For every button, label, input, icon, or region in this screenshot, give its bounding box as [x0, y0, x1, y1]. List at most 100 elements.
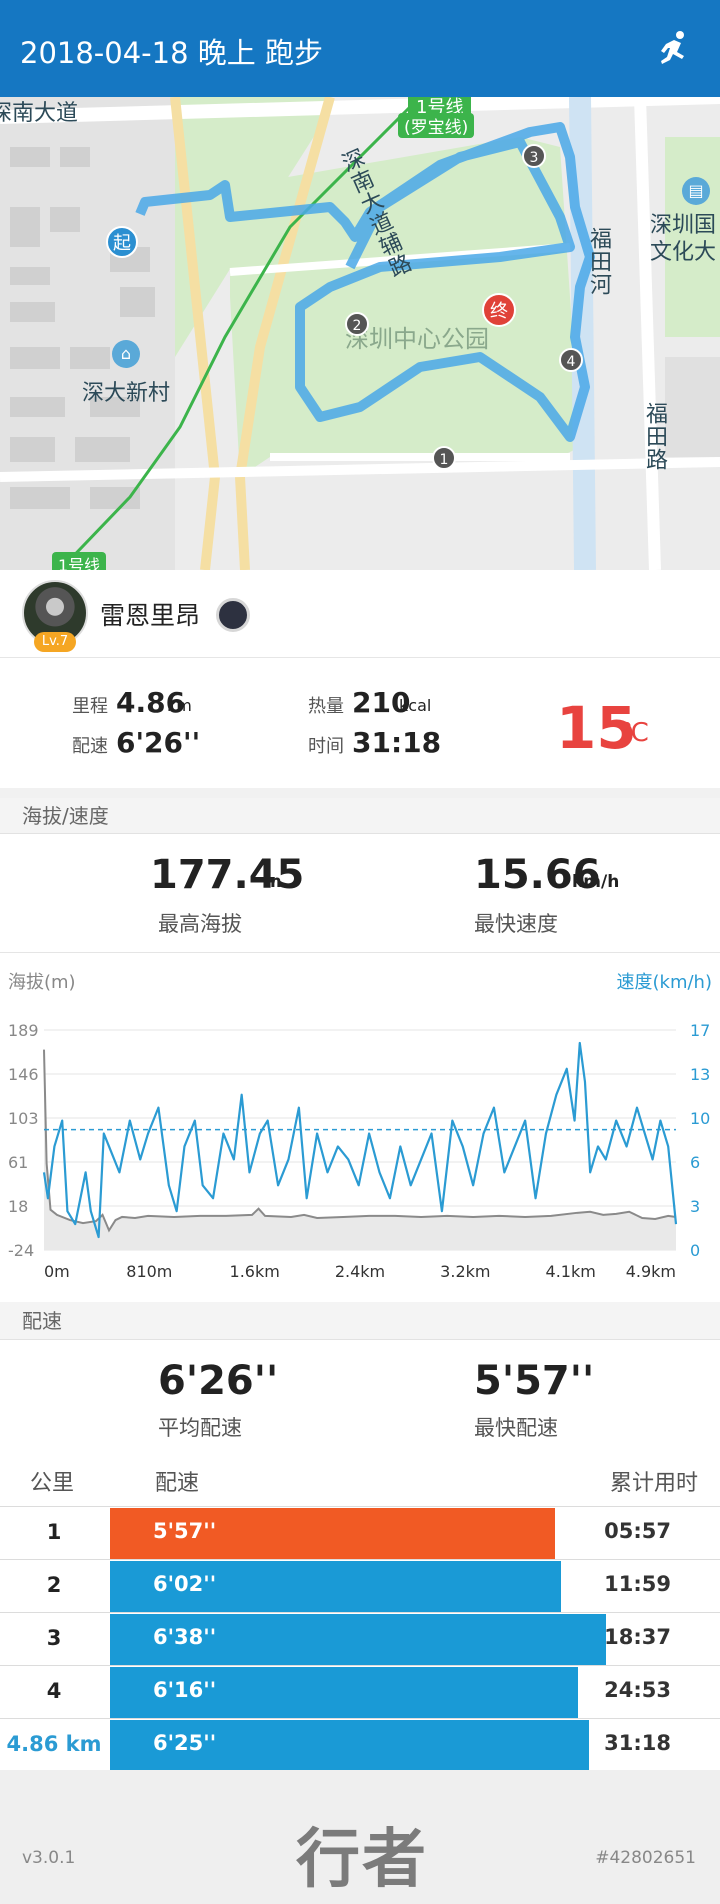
- max-speed-unit: km/h: [572, 872, 620, 892]
- start-marker[interactable]: 起: [106, 226, 138, 258]
- col-km: 公里: [30, 1471, 75, 1496]
- pace-row: 1 5'57'' 05:57: [0, 1506, 720, 1559]
- row-km: 4.86 km: [6, 1732, 102, 1756]
- map-label-metro-bottom: 1号线: [52, 552, 107, 570]
- col-pace: 配速: [155, 1471, 200, 1496]
- max-speed-value: 15.66: [474, 852, 601, 898]
- y-tick-label: 146: [8, 1065, 39, 1084]
- pace-row: 3 6'38'' 18:37: [0, 1612, 720, 1665]
- pace-bar: [110, 1508, 555, 1559]
- row-total: 31:18: [604, 1731, 671, 1755]
- pace-row: 4 6'16'' 24:53: [0, 1665, 720, 1718]
- pace-bar: [110, 1667, 578, 1718]
- row-total: 18:37: [604, 1625, 671, 1649]
- speed-line: [42, 1041, 678, 1239]
- y-tick-label: 189: [8, 1021, 39, 1040]
- app-logo: 行者: [296, 1823, 428, 1897]
- km-marker[interactable]: 1: [432, 446, 456, 470]
- km-marker[interactable]: 3: [522, 144, 546, 168]
- x-tick-label: 4.9km: [626, 1262, 676, 1281]
- y-tick-label: -24: [8, 1241, 34, 1260]
- village-pin-icon: ⌂: [112, 340, 140, 368]
- row-pace: 6'38'': [153, 1625, 217, 1649]
- speed-axis-title: 速度(km/h): [616, 972, 712, 993]
- y2-tick-label: 3: [690, 1197, 700, 1216]
- map-label-futian-road: 福田路: [642, 402, 667, 471]
- y-tick-label: 103: [8, 1109, 39, 1128]
- pace-bar: [110, 1720, 589, 1771]
- calorie-value: 210: [352, 686, 411, 719]
- row-km: 3: [46, 1626, 62, 1650]
- y2-tick-label: 0: [690, 1241, 700, 1260]
- user-profile: Lv.7 雷恩里昂: [0, 570, 720, 658]
- time-value: 31:18: [352, 726, 442, 759]
- map-label-metro-sub: (罗宝线): [398, 113, 475, 138]
- pace-row: 4.86 km 6'25'' 31:18: [0, 1718, 720, 1771]
- temperature-unit: ℃: [620, 718, 650, 748]
- altitude-speed-chart: 189 17 146 13 103 10 61 6 18 3 -24 0 0m 810m 1.6km 2.4k…: [8, 1021, 710, 1281]
- pace-bar: [110, 1561, 561, 1612]
- x-tick-label: 0m: [44, 1262, 70, 1281]
- fast-pace-value: 5'57'': [474, 1358, 595, 1404]
- distance-unit: km: [167, 696, 192, 715]
- calorie-unit: kcal: [399, 696, 432, 715]
- row-total: 05:57: [604, 1519, 671, 1543]
- map-label-village: 深大新村: [82, 381, 171, 406]
- row-pace: 6'02'': [153, 1572, 217, 1596]
- max-altitude-label: 最高海拔: [158, 912, 242, 936]
- time-label: 时间: [308, 736, 344, 757]
- footer: v3.0.1 行者 #42802651: [0, 1770, 720, 1904]
- medal-icon[interactable]: [216, 598, 250, 632]
- row-km: 1: [46, 1520, 62, 1544]
- x-tick-label: 810m: [126, 1262, 172, 1281]
- row-km: 2: [46, 1573, 62, 1597]
- museum-pin-icon: ▤: [682, 177, 710, 205]
- record-id: #42802651: [595, 1848, 696, 1868]
- y2-tick-label: 17: [690, 1021, 710, 1040]
- x-tick-label: 1.6km: [230, 1262, 280, 1281]
- runner-icon[interactable]: [654, 28, 694, 68]
- altitude-area: [44, 1049, 676, 1250]
- altitude-speed-header: 海拔/速度: [0, 798, 720, 834]
- km-marker[interactable]: 4: [559, 348, 583, 372]
- summary-stats: 里程 4.86 km 配速 6'26'' 热量 210 kcal 时间 31:1…: [0, 658, 720, 788]
- pace-row: 2 6'02'' 11:59: [0, 1559, 720, 1612]
- route-map[interactable]: 深南大道 1号线 (罗宝线) 深南大道辅路 深圳中心公园 福田河 福田路 深大新…: [0, 97, 720, 570]
- map-label-road: 深南大道: [0, 101, 79, 126]
- map-label-museum: 深圳国文化大: [650, 213, 717, 265]
- row-pace: 5'57'': [153, 1519, 217, 1543]
- col-total: 累计用时: [609, 1471, 698, 1496]
- distance-value: 4.86: [116, 686, 186, 719]
- level-badge: Lv.7: [34, 632, 76, 652]
- activity-title: 2018-04-18 晚上 跑步: [20, 36, 323, 70]
- y-tick-label: 61: [8, 1153, 28, 1172]
- y2-tick-label: 13: [690, 1065, 710, 1084]
- row-pace: 6'16'': [153, 1678, 217, 1702]
- row-km: 4: [46, 1679, 62, 1703]
- pace-header: 配速: [0, 1302, 720, 1340]
- x-tick-label: 3.2km: [440, 1262, 490, 1281]
- max-altitude-unit: m: [264, 872, 282, 892]
- max-altitude-value: 177.45: [150, 852, 305, 898]
- km-marker[interactable]: 2: [345, 312, 369, 336]
- pace-label: 配速: [72, 736, 108, 757]
- max-speed-label: 最快速度: [474, 912, 558, 936]
- temperature-value: 15: [556, 694, 637, 762]
- altitude-axis-title: 海拔(m): [8, 972, 76, 993]
- pace-bar: [110, 1614, 606, 1665]
- calorie-label: 热量: [308, 696, 344, 717]
- app-version: v3.0.1: [22, 1848, 76, 1868]
- row-total: 24:53: [604, 1678, 671, 1702]
- avg-pace-label: 平均配速: [158, 1416, 242, 1440]
- divider: [0, 788, 720, 798]
- user-name[interactable]: 雷恩里昂: [100, 601, 201, 630]
- divider: [0, 952, 720, 953]
- row-total: 11:59: [604, 1572, 671, 1596]
- distance-label: 里程: [72, 696, 108, 717]
- end-marker[interactable]: 终: [482, 293, 516, 327]
- y2-tick-label: 6: [690, 1153, 700, 1172]
- fast-pace-label: 最快配速: [474, 1416, 558, 1440]
- altitude-line: [43, 1049, 677, 1233]
- avg-pace-value: 6'26'': [158, 1358, 279, 1404]
- map-label-river: 福田河: [586, 227, 611, 296]
